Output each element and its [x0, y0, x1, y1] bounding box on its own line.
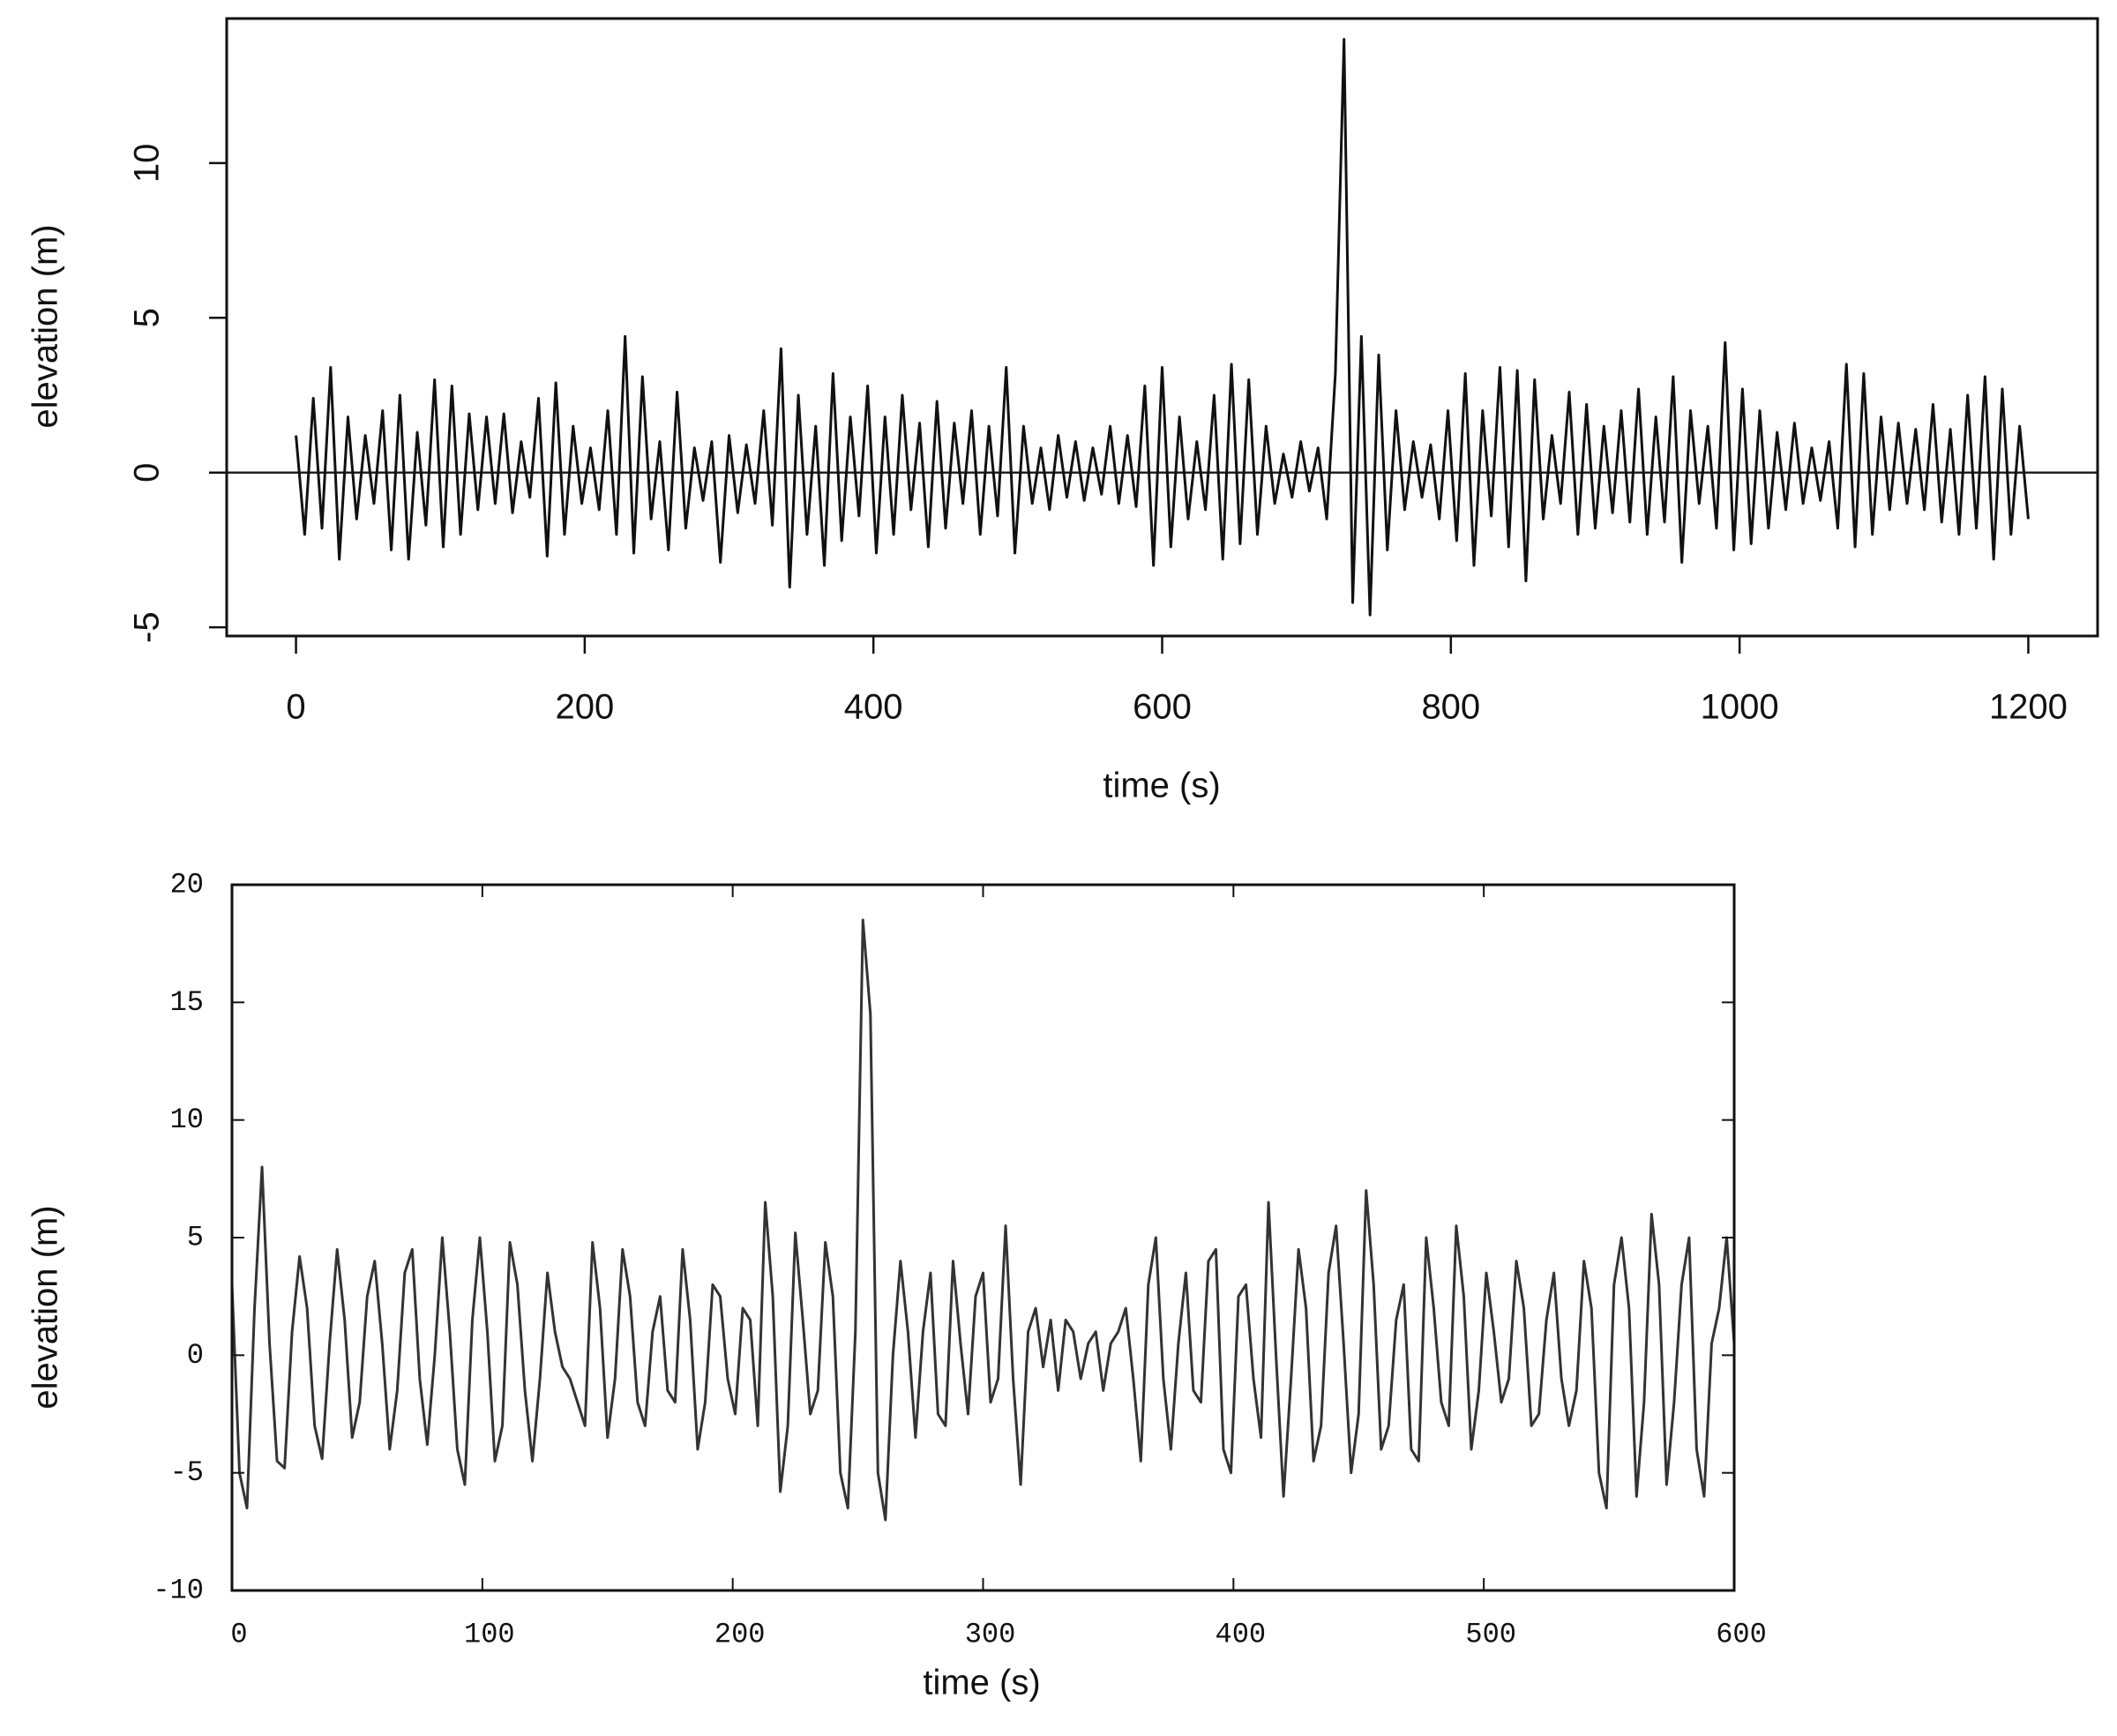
y-tick-label: 10: [170, 1104, 204, 1136]
y-tick-label: 0: [187, 1339, 204, 1372]
x-tick-label: 400: [1216, 1618, 1267, 1650]
x-axis-label: time (s): [923, 1664, 1040, 1702]
x-tick-label: 800: [1421, 688, 1480, 727]
x-tick-label: 1000: [1701, 688, 1779, 727]
y-tick-label: -5: [128, 611, 167, 643]
x-tick-label: 200: [714, 1618, 766, 1650]
x-tick-label: 600: [1133, 688, 1192, 727]
data-line: [230, 918, 1736, 1522]
y-tick-label: -10: [153, 1574, 204, 1606]
plot-frame: [225, 17, 2099, 638]
panel: 0 200 400 600 800 1000 1200 -5 0 5 10 time (s) eleva…: [26, 17, 2099, 805]
plot-frame: [230, 883, 1736, 1592]
x-tick-label: 300: [965, 1618, 1016, 1650]
x-tick-label: 0: [230, 1618, 247, 1650]
x-tick-label: 400: [844, 688, 903, 727]
y-tick-label: 0: [128, 463, 167, 483]
x-axis-label: time (s): [1103, 767, 1220, 805]
y-tick-label: 10: [128, 144, 167, 183]
panel: 0 100 200 300 400 500 600 -10 -5 0 5 10 15 20 time (s)…: [26, 868, 1767, 1702]
x-tick-label: 600: [1716, 1618, 1767, 1650]
y-axis-label: elevation (m): [26, 224, 65, 428]
x-tick-label: 100: [464, 1618, 515, 1650]
y-tick-label: 15: [170, 986, 204, 1019]
x-tick-label: 0: [286, 688, 305, 727]
x-tick-label: 500: [1465, 1618, 1516, 1650]
data-line: [295, 38, 2030, 617]
y-tick-label: 5: [128, 308, 167, 327]
x-tick-label: 1200: [1989, 688, 2068, 727]
y-tick-label: 5: [187, 1221, 204, 1253]
x-tick-label: 200: [555, 688, 614, 727]
y-tick-label: 20: [170, 868, 204, 901]
y-axis-label: elevation (m): [26, 1205, 65, 1409]
y-tick-label: -5: [170, 1456, 204, 1489]
